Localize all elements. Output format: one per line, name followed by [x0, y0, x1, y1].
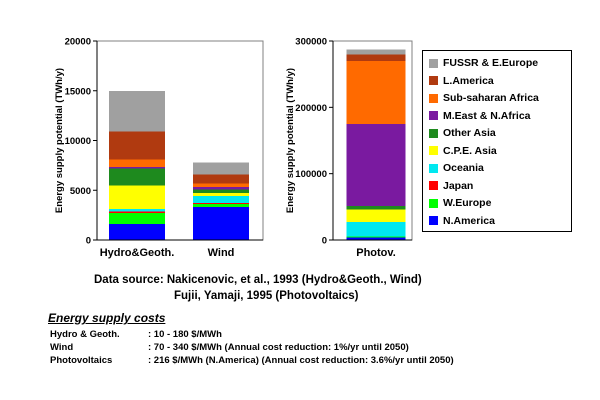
- legend-label: Japan: [443, 179, 474, 192]
- legend-swatch: [429, 111, 438, 120]
- bar-segment-hydro-geoth-c-p-e-asia: [109, 185, 165, 210]
- legend-item-w-europe: W.Europe: [429, 197, 491, 209]
- legend-item-sub-saharan-africa: Sub-saharan Africa: [429, 92, 539, 104]
- y-tick-label: 10000: [65, 136, 91, 147]
- bar-segment-photov-w-europe: [346, 236, 406, 238]
- legend-label: FUSSR & E.Europe: [443, 57, 539, 69]
- x-tick-label-wind: Wind: [208, 247, 235, 259]
- legend-swatch: [429, 216, 438, 225]
- legend-item-n-america: N.America: [429, 215, 495, 227]
- y-axis-label: Energy supply potential (TWh/y): [54, 68, 65, 213]
- legend-item-oceania: Oceania: [429, 162, 484, 174]
- bar-segment-wind-fussr-e-europe: [193, 162, 249, 175]
- y-tick-label: 300000: [295, 37, 327, 48]
- legend-swatch: [429, 181, 438, 190]
- data-source: Data source: Nakicenovic, et al., 1993 (…: [94, 274, 422, 302]
- legend-swatch: [429, 76, 438, 85]
- energy-supply-costs: Energy supply costs Hydro & Geoth. : 10 …: [48, 311, 454, 366]
- bar-segment-photov-l-america: [346, 54, 406, 61]
- legend-label: Sub-saharan Africa: [443, 92, 539, 104]
- y-axis-label: Energy supply potential (TWh/y): [285, 68, 296, 213]
- legend: FUSSR & E.Europe L.America Sub-saharan Afr…: [422, 50, 572, 232]
- legend-label: L.America: [443, 74, 494, 87]
- bar-segment-hydro-geoth-fussr-e-europe: [109, 90, 165, 132]
- bar-segment-photov-oceania: [346, 222, 406, 237]
- y-tick-label: 0: [86, 236, 91, 247]
- cost-value: : 70 - 340 $/MWh (Annual cost reduction:…: [148, 342, 409, 353]
- cost-value: : 10 - 180 $/MWh: [148, 329, 222, 340]
- bar-segment-hydro-geoth-m-east-n-africa: [109, 166, 165, 169]
- legend-swatch: [429, 163, 438, 173]
- bar-segment-wind-japan: [193, 203, 249, 205]
- bar-segment-wind-oceania: [193, 196, 249, 204]
- bar-segment-hydro-geoth-other-asia: [109, 168, 165, 186]
- bar-segment-wind-m-east-n-africa: [193, 186, 249, 190]
- bar-segment-photov-m-east-n-africa: [346, 123, 406, 207]
- bar-segment-wind-sub-saharan-africa: [193, 183, 249, 187]
- bar-segment-wind-l-america: [193, 174, 249, 184]
- costs-title: Energy supply costs: [48, 311, 166, 325]
- bar-segment-photov-c-p-e-asia: [346, 209, 406, 223]
- legend-item-l-america: L.America: [429, 75, 494, 87]
- legend-item-japan: Japan: [429, 180, 473, 192]
- bar-segment-hydro-geoth-w-europe: [109, 213, 165, 225]
- y-tick-label: 5000: [70, 186, 91, 197]
- legend-label: N.America: [443, 214, 495, 227]
- bar-segment-wind-w-europe: [193, 204, 249, 208]
- bar-segment-photov-fussr-e-europe: [346, 49, 406, 55]
- cost-name: Wind: [50, 342, 74, 353]
- legend-item-fussr-e-europe: FUSSR & E.Europe: [429, 57, 538, 69]
- legend-swatch: [429, 198, 438, 208]
- bar-segment-wind-n-america: [193, 207, 249, 240]
- bar-segment-photov-sub-saharan-africa: [346, 60, 406, 124]
- cost-name: Hydro & Geoth.: [50, 329, 120, 340]
- x-tick-label-hydro-geoth: Hydro&Geoth.: [100, 247, 175, 259]
- y-tick-label: 200000: [295, 103, 327, 114]
- y-tick-label: 15000: [65, 86, 91, 97]
- data-source-line-2: Fujii, Yamaji, 1995 (Photovoltaics): [174, 290, 359, 302]
- bar-segment-hydro-geoth-n-america: [109, 224, 165, 240]
- legend-label: C.P.E. Asia: [443, 144, 497, 157]
- cost-value: : 216 $/MWh (N.America) (Annual cost red…: [148, 355, 454, 366]
- legend-label: Oceania: [443, 162, 484, 174]
- legend-swatch: [429, 128, 438, 138]
- y-tick-label: 20000: [65, 37, 91, 48]
- x-tick-label-photov: Photov.: [356, 247, 396, 259]
- bar-segment-photov-n-america: [346, 237, 406, 240]
- bar-segment-wind-c-p-e-asia: [193, 193, 249, 197]
- legend-swatch: [429, 58, 438, 68]
- y-tick-label: 100000: [295, 169, 327, 180]
- legend-label: W.Europe: [443, 197, 492, 209]
- legend-item-m-east-n-africa: M.East & N.Africa: [429, 110, 531, 122]
- chart-hydro-wind: Hydro&Geoth. Wind 0 5000 10000 15000 20000 Ener…: [54, 37, 264, 259]
- y-tick-label: 0: [322, 236, 327, 247]
- legend-item-c-p-e-asia: C.P.E. Asia: [429, 145, 497, 157]
- bar-segment-hydro-geoth-japan: [109, 211, 165, 214]
- legend-label: M.East & N.Africa: [443, 109, 531, 122]
- cost-name: Photovoltaics: [50, 355, 113, 366]
- legend-swatch: [429, 146, 438, 155]
- bar-segment-hydro-geoth-oceania: [109, 209, 165, 212]
- legend-swatch: [429, 93, 438, 103]
- bar-segment-photov-other-asia: [346, 206, 406, 210]
- chart-photovoltaics: Photov. 0 100000 200000 300000 Energy supply …: [285, 37, 413, 259]
- bar-segment-hydro-geoth-l-america: [109, 131, 165, 160]
- legend-label: Other Asia: [443, 127, 496, 139]
- bar-segment-wind-other-asia: [193, 189, 249, 194]
- legend-item-other-asia: Other Asia: [429, 127, 496, 139]
- bar-segment-hydro-geoth-sub-saharan-africa: [109, 159, 165, 167]
- data-source-line-1: Data source: Nakicenovic, et al., 1993 (…: [94, 274, 422, 286]
